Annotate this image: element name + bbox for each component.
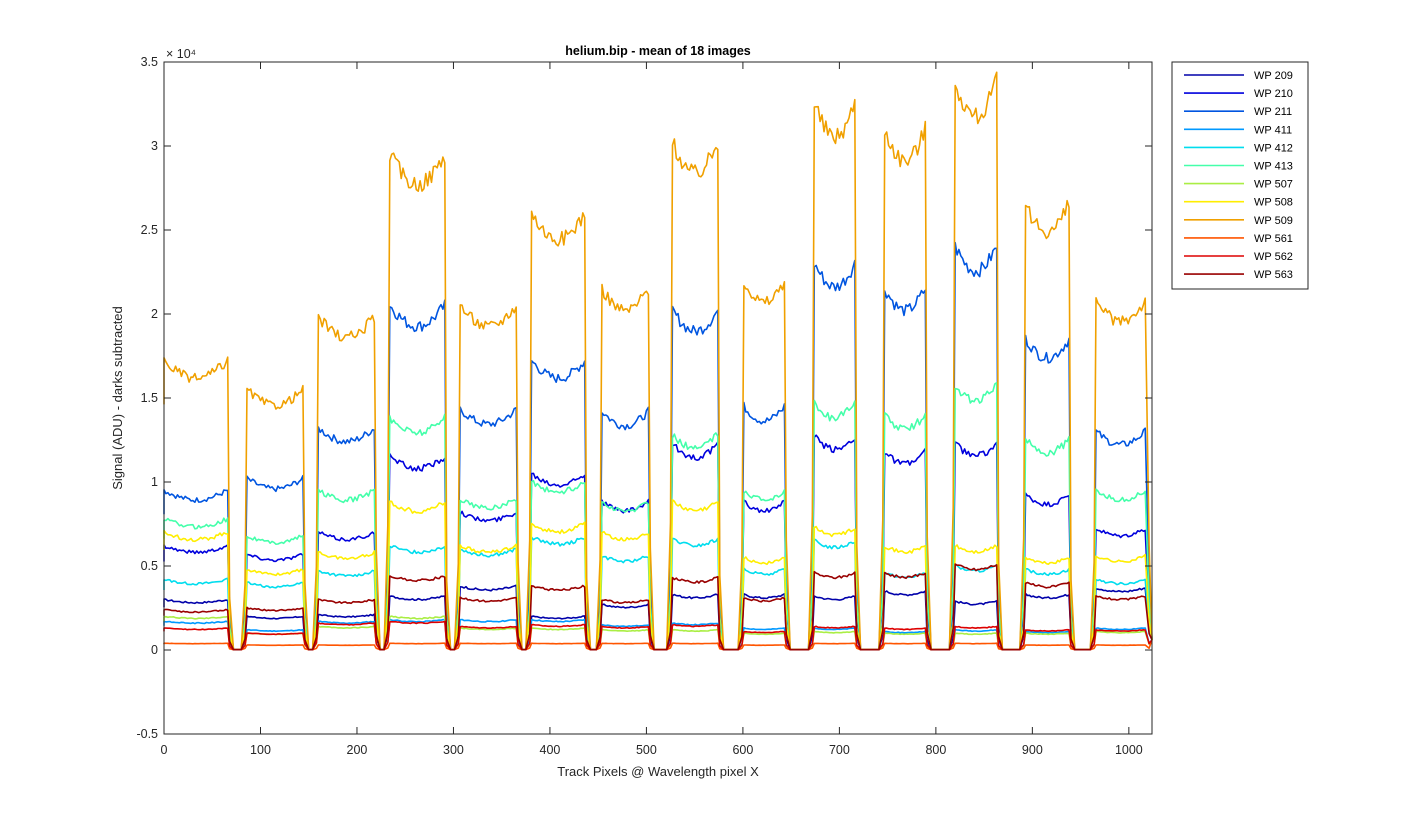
x-tick-label: 0 <box>161 743 168 757</box>
legend-entry: WP 563 <box>1254 269 1293 281</box>
y-exponent-label: × 10⁴ <box>166 47 196 61</box>
y-tick-label: 0 <box>151 643 158 657</box>
x-tick-label: 100 <box>250 743 271 757</box>
y-axis-label: Signal (ADU) - darks subtracted <box>110 306 125 490</box>
x-tick-label: 900 <box>1022 743 1043 757</box>
x-axis-label: Track Pixels @ Wavelength pixel X <box>557 764 759 779</box>
x-tick-label: 500 <box>636 743 657 757</box>
y-tick-label: 1.5 <box>141 391 158 405</box>
legend-box <box>1171 61 1309 290</box>
series-layer <box>163 71 1153 651</box>
legend-entry: WP 412 <box>1254 142 1293 154</box>
legend-entry: WP 562 <box>1254 251 1293 263</box>
legend-entry: WP 210 <box>1254 88 1293 100</box>
legend-entry: WP 508 <box>1254 197 1293 209</box>
y-tick-label: 2.5 <box>141 223 158 237</box>
y-tick-label: 2 <box>151 307 158 321</box>
legend-entry: WP 413 <box>1254 161 1293 173</box>
x-axis: 0 100 200 300 400 500 600 700 800 900 1000 <box>161 62 1143 757</box>
x-tick-label: 600 <box>732 743 753 757</box>
legend-entry: WP 509 <box>1254 215 1293 227</box>
x-tick-label: 700 <box>829 743 850 757</box>
y-axis: -0.5 0 0.5 1 1.5 2 2.5 3 3.5 <box>136 55 1152 741</box>
x-tick-label: 400 <box>540 743 561 757</box>
x-tick-label: 200 <box>347 743 368 757</box>
legend-entry: WP 561 <box>1254 233 1293 245</box>
y-tick-label: 3.5 <box>141 55 158 69</box>
legend-entry: WP 209 <box>1254 70 1293 82</box>
series-line-wp-509 <box>163 71 1153 651</box>
legend-entry: WP 211 <box>1254 106 1292 118</box>
plot-area <box>164 62 1152 734</box>
x-tick-label: 800 <box>925 743 946 757</box>
legend-entry: WP 507 <box>1254 179 1293 191</box>
series-line-wp-563 <box>163 563 1153 651</box>
y-tick-label: 3 <box>151 139 158 153</box>
chart-title: helium.bip - mean of 18 images <box>565 44 751 58</box>
x-tick-label: 300 <box>443 743 464 757</box>
y-tick-label: 0.5 <box>141 559 158 573</box>
legend: WP 209 WP 210 WP 211 WP 411 WP 412 WP 413 WP 5… <box>1171 61 1309 290</box>
y-tick-label: 1 <box>151 475 158 489</box>
legend-entry: WP 411 <box>1254 124 1292 136</box>
y-tick-label: -0.5 <box>136 727 158 741</box>
x-tick-label: 1000 <box>1115 743 1143 757</box>
